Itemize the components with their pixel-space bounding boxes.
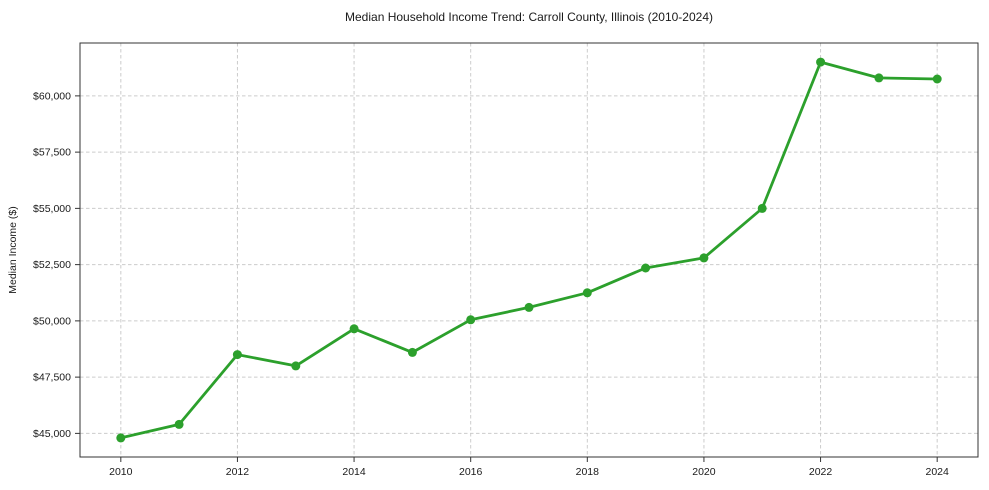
data-point [466, 315, 476, 325]
data-point [757, 203, 767, 213]
data-point [349, 324, 359, 334]
data-point [699, 253, 709, 263]
data-point [816, 57, 826, 67]
y-tick-label: $52,500 [33, 259, 71, 271]
data-point [291, 361, 301, 371]
y-tick-label: $57,500 [33, 147, 71, 159]
chart-title: Median Household Income Trend: Carroll C… [345, 10, 713, 24]
x-tick-label: 2018 [576, 466, 600, 478]
data-point [524, 302, 534, 312]
y-tick-label: $47,500 [33, 372, 71, 384]
axes-frame [79, 42, 979, 458]
x-tick-label: 2010 [109, 466, 133, 478]
x-tick-label: 2012 [226, 466, 250, 478]
data-point [874, 73, 884, 83]
data-point [116, 433, 126, 443]
y-tick-label: $50,000 [33, 315, 71, 327]
x-tick-label: 2022 [809, 466, 833, 478]
plot-background [80, 43, 978, 457]
data-point [232, 350, 242, 360]
data-point [174, 419, 184, 429]
y-tick-label: $55,000 [33, 203, 71, 215]
x-tick-label: 2024 [926, 466, 950, 478]
y-tick-label: $45,000 [33, 428, 71, 440]
data-point [641, 263, 651, 273]
y-tick-label: $60,000 [33, 90, 71, 102]
x-tick-label: 2020 [692, 466, 716, 478]
x-tick-label: 2016 [459, 466, 483, 478]
data-point [932, 74, 942, 84]
data-point [582, 288, 592, 298]
x-tick-label: 2014 [342, 466, 366, 478]
data-point [407, 347, 417, 357]
